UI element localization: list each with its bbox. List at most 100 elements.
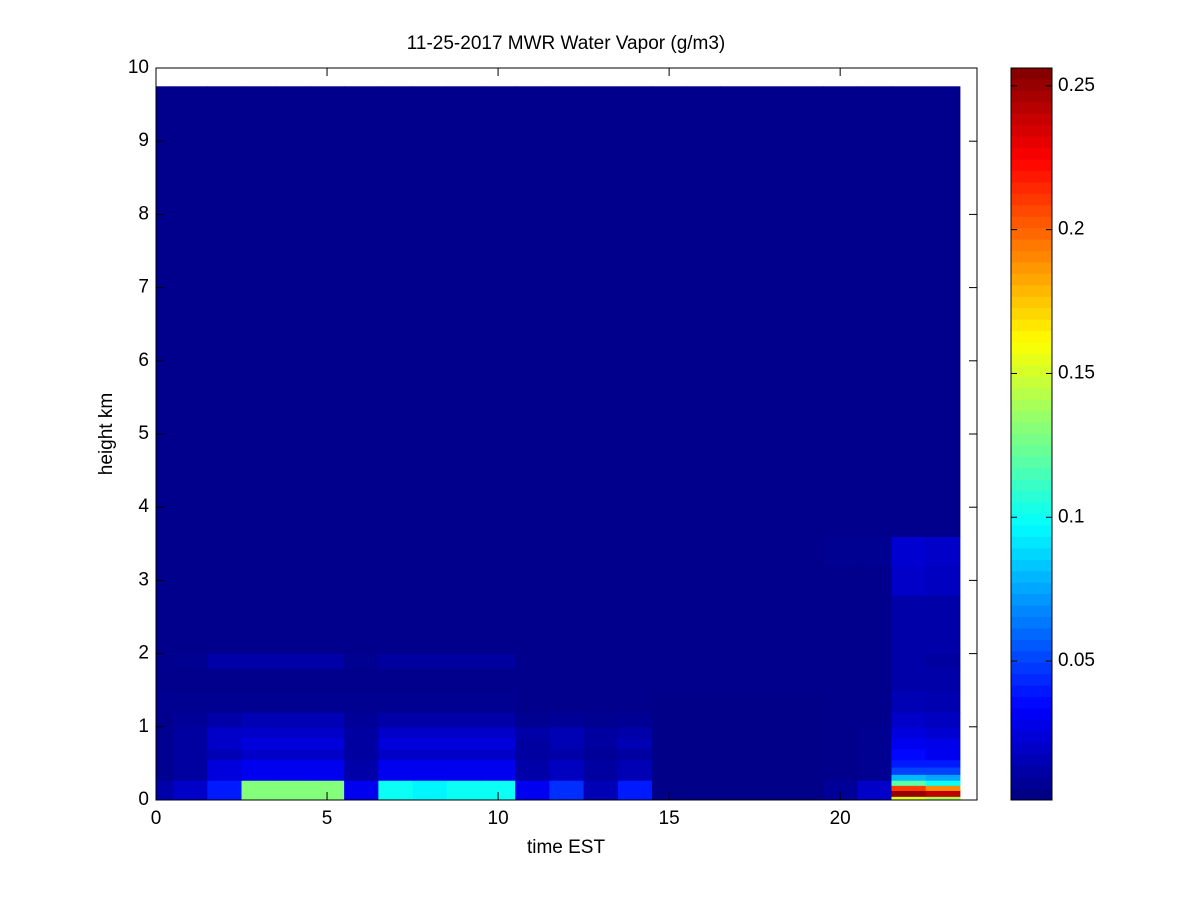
- heatmap-cell: [583, 767, 619, 775]
- heatmap-cell: [720, 785, 756, 791]
- heatmap-cell: [925, 653, 961, 669]
- heatmap-cell: [412, 780, 448, 786]
- heatmap-cell: [156, 790, 174, 797]
- heatmap-cell: [652, 767, 687, 775]
- heatmap-cell: [344, 712, 379, 728]
- heatmap-cell: [207, 748, 243, 761]
- heatmap-cell: [156, 767, 174, 775]
- heatmap-cell: [275, 690, 311, 713]
- colorbar-band: [1011, 102, 1052, 115]
- heatmap-cell: [446, 767, 482, 775]
- heatmap-cell: [378, 767, 414, 775]
- colorbar-band: [1011, 205, 1052, 218]
- heatmap-cell: [156, 726, 174, 739]
- heatmap-cell: [857, 748, 892, 761]
- y-tick-label: 4: [138, 496, 149, 517]
- heatmap-cell: [446, 759, 482, 768]
- heatmap-cell: [344, 653, 379, 669]
- heatmap-cell: [480, 774, 516, 781]
- heatmap-cell: [549, 785, 585, 791]
- heatmap-cell: [720, 86, 756, 537]
- heatmap-cell: [446, 668, 482, 691]
- heatmap-cell: [344, 759, 379, 768]
- colorbar-band: [1011, 228, 1052, 241]
- heatmap-cell: [652, 565, 687, 596]
- heatmap-cell: [788, 86, 824, 537]
- heatmap-cell: [857, 774, 892, 781]
- heatmap-cell: [156, 565, 174, 596]
- colorbar-band: [1011, 719, 1052, 732]
- heatmap-cell: [412, 565, 448, 596]
- heatmap-cell: [925, 595, 961, 655]
- heatmap-cell: [446, 748, 482, 761]
- y-tick-label: 3: [138, 569, 149, 590]
- heatmap-cell: [515, 565, 550, 596]
- heatmap-cell: [515, 536, 550, 567]
- colorbar-band: [1011, 502, 1052, 515]
- colorbar-band: [1011, 331, 1052, 343]
- heatmap-cell: [583, 737, 619, 750]
- y-tick-label: 5: [138, 423, 149, 444]
- heatmap-cell: [378, 536, 414, 567]
- heatmap-cell: [378, 668, 414, 691]
- heatmap-cell: [925, 748, 961, 761]
- heatmap-cell: [652, 668, 687, 691]
- heatmap-cell: [412, 86, 448, 537]
- heatmap-cell: [788, 796, 824, 801]
- heatmap-cell: [754, 759, 790, 768]
- heatmap-cell: [686, 767, 721, 775]
- heatmap-cells: [156, 86, 961, 801]
- heatmap-cell: [686, 737, 721, 750]
- y-tick-label: 7: [138, 277, 149, 298]
- heatmap-cell: [344, 726, 379, 739]
- heatmap-cell: [173, 767, 208, 775]
- heatmap-cell: [275, 726, 311, 739]
- heatmap-cell: [788, 536, 824, 567]
- heatmap-cell: [823, 86, 858, 537]
- heatmap-cell: [241, 790, 277, 797]
- heatmap-cell: [173, 785, 208, 791]
- colorbar-band: [1011, 182, 1052, 195]
- heatmap-cell: [344, 774, 379, 781]
- heatmap-cell: [344, 86, 379, 537]
- heatmap-cell: [583, 653, 619, 669]
- heatmap-cell: [857, 86, 892, 537]
- heatmap-cell: [583, 785, 619, 791]
- heatmap-cell: [754, 653, 790, 669]
- heatmap-cell: [720, 759, 756, 768]
- heatmap-cell: [207, 759, 243, 768]
- heatmap-cell: [652, 748, 687, 761]
- heatmap-cell: [344, 748, 379, 761]
- heatmap-cell: [754, 565, 790, 596]
- heatmap-cell: [241, 767, 277, 775]
- heatmap-cell: [754, 86, 790, 537]
- heatmap-cell: [412, 726, 448, 739]
- heatmap-cell: [891, 595, 927, 655]
- colorbar-band: [1011, 514, 1052, 526]
- heatmap-cell: [515, 748, 550, 761]
- heatmap-cell: [857, 790, 892, 797]
- heatmap-cell: [446, 690, 482, 713]
- heatmap-cell: [788, 748, 824, 761]
- colorbar-band: [1011, 445, 1052, 458]
- heatmap-cell: [207, 790, 243, 797]
- colorbar-band: [1011, 90, 1052, 103]
- heatmap-cell: [925, 796, 961, 801]
- heatmap-cell: [925, 780, 961, 786]
- heatmap-cell: [617, 748, 653, 761]
- heatmap-cell: [823, 668, 858, 691]
- heatmap-cell: [378, 759, 414, 768]
- heatmap-cell: [652, 774, 687, 781]
- heatmap-cell: [720, 767, 756, 775]
- axes: 0 5 10 15 20 0 1 2 3 4 5 6 7 8 9 10 0.05 0.1 0.15 0.2 0.25: [128, 57, 1095, 829]
- heatmap-cell: [275, 759, 311, 768]
- heatmap-cell: [173, 774, 208, 781]
- heatmap-cell: [156, 785, 174, 791]
- heatmap-cell: [583, 796, 619, 801]
- heatmap-cell: [788, 759, 824, 768]
- colorbar-tick-label: 0.2: [1058, 219, 1084, 240]
- heatmap-cell: [754, 690, 790, 713]
- colorbar-band: [1011, 525, 1052, 538]
- y-tick-label: 6: [138, 350, 149, 371]
- heatmap-cell: [378, 796, 414, 801]
